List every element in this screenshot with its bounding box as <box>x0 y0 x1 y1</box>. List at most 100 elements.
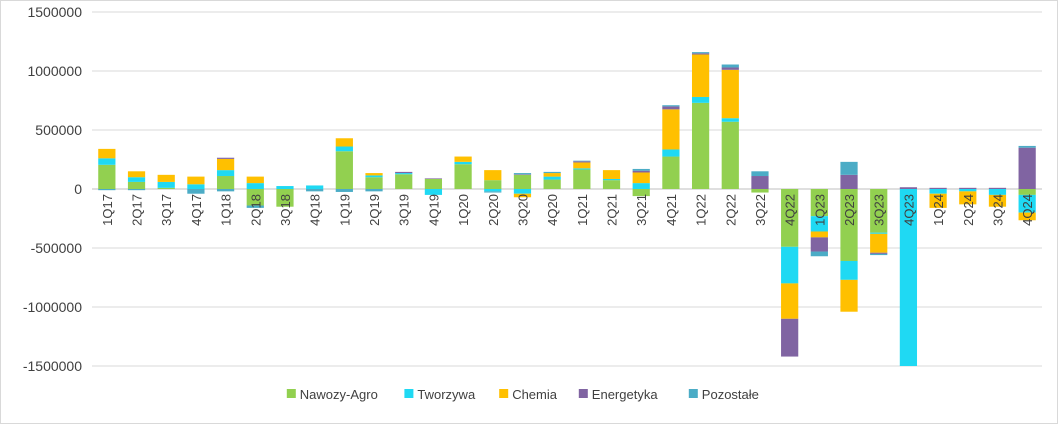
bar-segment <box>721 121 739 189</box>
bar-segment <box>721 64 739 68</box>
x-tick-label: 1Q24 <box>931 194 946 226</box>
bar-segment <box>632 170 650 173</box>
y-tick-label: 0 <box>74 181 82 197</box>
x-tick-label: 4Q21 <box>664 194 679 226</box>
legend-label: Chemia <box>512 387 558 402</box>
bar-segment <box>246 176 264 184</box>
bar-segment <box>454 156 472 162</box>
bar-segment <box>929 193 947 208</box>
bar-segment <box>127 171 146 178</box>
bar-segment <box>721 118 739 122</box>
legend-swatch <box>404 389 414 398</box>
x-tick-label: 1Q22 <box>694 194 709 226</box>
bar-segment <box>513 189 532 194</box>
x-tick-label: 1Q18 <box>219 194 234 226</box>
bar-segment <box>187 184 205 189</box>
x-tick-label: 3Q22 <box>753 194 768 226</box>
bar-segment <box>484 189 502 192</box>
bar-segment <box>899 189 918 366</box>
bar-segment <box>395 174 413 189</box>
bar-segment <box>602 180 621 189</box>
bar-segment <box>513 173 532 175</box>
x-tick-label: 2Q23 <box>842 194 857 226</box>
legend-swatch <box>499 389 509 398</box>
bar-segment <box>187 189 205 194</box>
x-tick-label: 3Q20 <box>515 194 530 226</box>
y-tick-label: -1500000 <box>23 358 82 374</box>
bar-segment <box>246 189 264 206</box>
x-tick-label: 4Q24 <box>1020 194 1035 226</box>
x-tick-label: 4Q18 <box>308 194 323 226</box>
y-tick-label: 1500000 <box>27 4 82 20</box>
bar-segment <box>98 164 116 189</box>
bar-segment <box>246 205 264 208</box>
bar-segment <box>335 146 353 152</box>
bar-segment <box>424 178 443 189</box>
bar-segment <box>662 109 680 150</box>
x-tick-label: 2Q17 <box>130 194 145 226</box>
legend-swatch <box>286 389 296 398</box>
bar-segment <box>246 183 264 189</box>
y-tick-label: 500000 <box>35 122 82 138</box>
bar-segment <box>306 185 324 189</box>
bar-segment <box>484 191 502 193</box>
bar-segment <box>662 106 680 110</box>
bar-segment <box>454 164 472 189</box>
bar-segment <box>98 158 116 165</box>
bar-segment <box>959 187 977 189</box>
legend-label: Energetyka <box>592 387 659 402</box>
bar-segment <box>899 187 918 189</box>
bar-segment <box>840 189 858 261</box>
y-tick-label: -1000000 <box>23 299 82 315</box>
bar-segment <box>632 183 650 189</box>
bar-segment <box>781 318 799 357</box>
bar-segment <box>573 160 591 162</box>
bar-segment <box>959 191 977 205</box>
bar-segment <box>395 171 413 174</box>
bar-segment <box>157 187 175 189</box>
bar-segment <box>216 158 235 171</box>
bar-segment <box>543 173 561 177</box>
bar-segment <box>365 173 383 176</box>
bar-segment <box>751 171 769 177</box>
bar-segment <box>1018 147 1036 189</box>
bars <box>98 52 1036 366</box>
bar-segment <box>988 187 1007 189</box>
bar-segment <box>365 177 383 189</box>
bar-segment <box>810 189 828 217</box>
legend: Nawozy-Agro Tworzywa Chemia Energetyka Pozos… <box>286 387 759 402</box>
bar-segment <box>395 173 413 175</box>
x-tick-label: 2Q21 <box>605 194 620 226</box>
bar-segment <box>276 189 294 207</box>
bar-segment <box>98 148 116 159</box>
bar-segment <box>632 168 650 171</box>
bar-segment <box>365 189 383 192</box>
x-tick-label: 3Q17 <box>159 194 174 226</box>
bar-segment <box>573 161 591 163</box>
bar-segment <box>484 170 502 181</box>
bar-segment <box>306 189 324 192</box>
x-tick-label: 4Q19 <box>426 194 441 226</box>
bar-segment <box>751 189 769 193</box>
bar-segment <box>573 169 591 189</box>
bar-segment <box>1018 145 1036 148</box>
x-tick-label: 3Q24 <box>990 194 1005 226</box>
bar-segment <box>276 186 294 189</box>
bar-segment <box>454 161 472 165</box>
bar-segment <box>1018 189 1036 195</box>
bar-segment <box>721 69 739 119</box>
bar-segment <box>513 174 532 189</box>
bar-segment <box>691 96 710 103</box>
legend-label: Nawozy-Agro <box>300 387 378 402</box>
bar-segment <box>543 179 561 189</box>
bar-segment <box>543 171 561 174</box>
bar-segment <box>691 53 710 55</box>
bar-segment <box>216 157 235 159</box>
legend-swatch <box>688 389 698 398</box>
bar-segment <box>543 176 561 180</box>
bar-segment <box>216 170 235 177</box>
bar-segment <box>157 181 175 188</box>
x-tick-label: 3Q19 <box>397 194 412 226</box>
x-tick-label: 3Q18 <box>278 194 293 226</box>
x-axis: 1Q17 2Q17 3Q17 4Q17 1Q18 2Q18 3Q18 4Q18 1Q19 2Q19… <box>100 194 1035 226</box>
